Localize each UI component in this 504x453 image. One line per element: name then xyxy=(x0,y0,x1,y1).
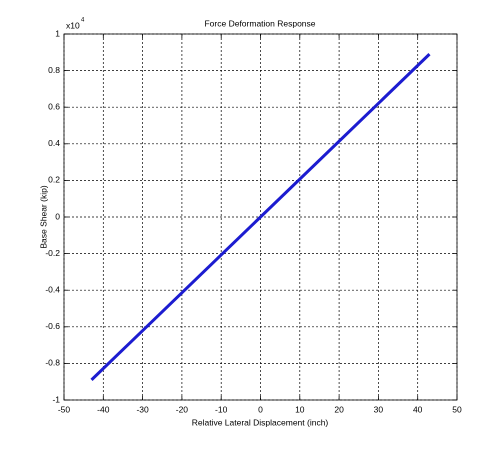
y-tick-label: 0.6 xyxy=(48,101,60,111)
x-tick-label: 20 xyxy=(334,404,344,414)
y-axis-label: Base Shear (kip) xyxy=(38,185,48,248)
y-tick-label: 0.4 xyxy=(48,138,60,148)
y-tick-label: 1 xyxy=(55,28,60,38)
x-tick-label: -50 xyxy=(58,404,71,414)
y-tick-label: -1 xyxy=(52,394,60,404)
x-tick-label: -30 xyxy=(136,404,149,414)
y-tick-label: 0 xyxy=(55,211,60,221)
y-multiplier-exponent: 4 xyxy=(81,18,85,24)
x-tick-label: 30 xyxy=(374,404,384,414)
y-tick-label: -0.8 xyxy=(45,358,60,368)
y-tick-label: -0.6 xyxy=(45,321,60,331)
y-tick-label: -0.4 xyxy=(45,284,60,294)
x-tick-label: -10 xyxy=(215,404,228,414)
x-tick-label: 10 xyxy=(295,404,305,414)
y-tick-label: -0.2 xyxy=(45,248,60,258)
y-multiplier: x10 xyxy=(66,20,80,30)
x-tick-label: 50 xyxy=(452,404,462,414)
chart-title: Force Deformation Response xyxy=(204,18,315,28)
x-tick-label: -20 xyxy=(176,404,189,414)
data-line xyxy=(90,53,431,381)
x-axis-label: Relative Lateral Displacement (inch) xyxy=(192,417,329,427)
y-tick-label: 0.2 xyxy=(48,175,60,185)
plot-frame xyxy=(63,33,458,401)
x-tick-label: 0 xyxy=(258,404,263,414)
x-tick-label: 40 xyxy=(413,404,423,414)
y-tick-label: 0.8 xyxy=(48,65,60,75)
x-tick-label: -40 xyxy=(97,404,110,414)
